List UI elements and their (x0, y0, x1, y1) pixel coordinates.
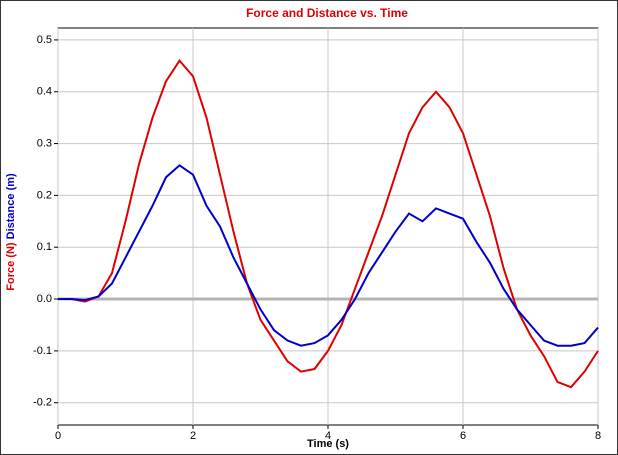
series-line (58, 164, 599, 347)
y-tick-label: -0.1 (33, 345, 52, 357)
x-tick-label: 4 (325, 430, 331, 442)
series-line (58, 58, 599, 389)
x-tick-label: 2 (190, 430, 196, 442)
x-tick-label: 8 (595, 430, 601, 442)
y-tick-label: 0.1 (37, 241, 52, 253)
y-tick-label: 0.5 (37, 34, 52, 46)
x-tick-label: 0 (55, 430, 61, 442)
x-tick-label: 6 (460, 430, 466, 442)
y-tick-label: -0.2 (33, 397, 52, 409)
y-tick-label: 0.4 (37, 86, 52, 98)
y-label-distance: Distance (m) (5, 173, 17, 239)
y-tick-label: 0.0 (37, 293, 52, 305)
y-tick-label: 0.3 (37, 137, 52, 149)
chart-title: Force and Distance vs. Time (246, 6, 408, 20)
y-label-force: Force (N) (5, 242, 17, 291)
y-axis-label: Force (N) Distance (m) (5, 173, 17, 291)
y-tick-label: 0.2 (37, 189, 52, 201)
x-axis-label: Time (s) (307, 438, 349, 450)
